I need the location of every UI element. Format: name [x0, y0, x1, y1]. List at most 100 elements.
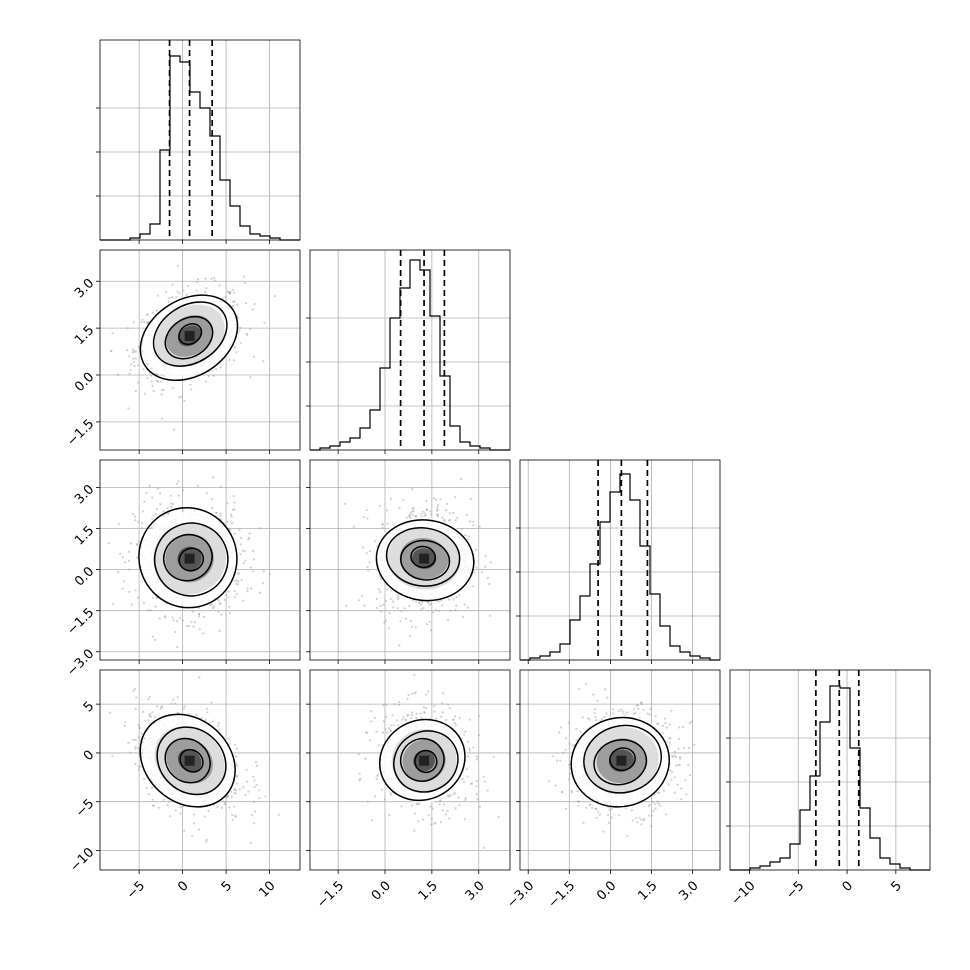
sample-point: [237, 580, 240, 583]
sample-point: [134, 688, 137, 691]
sample-point: [593, 712, 596, 715]
sample-point: [227, 291, 231, 294]
sample-point: [420, 608, 423, 611]
sample-point: [453, 721, 456, 725]
sample-point: [220, 613, 223, 616]
sample-point: [121, 556, 124, 559]
sample-point: [139, 765, 142, 768]
sample-point: [377, 588, 380, 591]
sample-point: [422, 706, 425, 709]
sample-point: [448, 795, 451, 798]
sample-point: [428, 603, 431, 606]
sample-point: [238, 528, 241, 532]
sample-point: [582, 821, 585, 825]
sample-point: [109, 711, 112, 714]
sample-point: [673, 791, 676, 794]
sample-point: [427, 690, 430, 693]
x-tick-label: 5: [888, 878, 904, 894]
sample-point: [129, 751, 132, 754]
sample-point: [263, 321, 266, 324]
sample-point: [171, 616, 174, 619]
sample-point: [192, 822, 196, 825]
sample-point: [134, 519, 137, 522]
sample-point: [205, 838, 208, 842]
sample-point: [198, 676, 201, 679]
sample-point: [242, 599, 245, 602]
sample-point: [210, 603, 213, 607]
sample-point: [359, 778, 362, 781]
density-peak: [616, 755, 627, 766]
sample-point: [200, 717, 203, 720]
sample-point: [217, 722, 220, 725]
x-tick-label: 0: [175, 878, 191, 894]
sample-point: [390, 724, 393, 727]
sample-point: [237, 316, 240, 319]
sample-point: [134, 762, 137, 766]
sample-point: [452, 793, 455, 796]
sample-point: [483, 780, 486, 783]
sample-point: [146, 609, 150, 612]
sample-point: [385, 588, 389, 591]
contour-line-2: [164, 315, 214, 360]
sample-point: [224, 296, 227, 299]
sample-point: [379, 604, 382, 608]
sample-point: [468, 747, 471, 750]
sample-point: [141, 522, 144, 525]
sample-point: [463, 603, 466, 606]
sample-point: [366, 731, 369, 735]
sample-point: [452, 718, 455, 721]
sample-point: [432, 497, 436, 500]
sample-point: [238, 572, 241, 575]
sample-point: [132, 357, 135, 360]
sample-point: [235, 579, 238, 582]
sample-point: [164, 615, 167, 618]
sample-point: [656, 791, 659, 794]
sample-point: [370, 710, 373, 713]
sample-point: [142, 710, 145, 714]
sample-point: [140, 732, 143, 735]
sample-point: [192, 625, 195, 628]
contour-line-2: [162, 533, 213, 582]
sample-point: [441, 702, 444, 705]
contour-line-1: [153, 522, 229, 597]
sample-point: [577, 800, 580, 803]
sample-point: [410, 804, 413, 807]
sample-point: [682, 725, 685, 729]
sample-point: [423, 512, 426, 515]
sample-point: [475, 566, 478, 569]
sample-point: [656, 722, 659, 725]
sample-point: [205, 287, 208, 290]
sample-point: [154, 372, 158, 376]
sample-point: [226, 794, 229, 797]
sample-point: [151, 517, 154, 520]
sample-point: [381, 731, 384, 734]
sample-point: [383, 621, 386, 624]
sample-point: [138, 727, 141, 730]
sample-point: [398, 644, 401, 647]
sample-point: [357, 753, 360, 756]
sample-point: [247, 790, 250, 793]
sample-point: [190, 620, 193, 624]
sample-point: [220, 806, 223, 810]
sample-point: [344, 502, 347, 505]
sample-point: [146, 363, 149, 366]
sample-point: [586, 717, 590, 720]
sample-point: [133, 365, 136, 368]
sample-point: [219, 366, 222, 369]
sample-point: [448, 817, 451, 820]
sample-point: [385, 715, 388, 719]
sample-point: [640, 701, 643, 704]
sample-point: [449, 518, 452, 522]
sample-point: [468, 749, 471, 752]
sample-point: [134, 738, 137, 742]
sample-point: [400, 610, 403, 613]
sample-point: [397, 724, 400, 727]
sample-point: [422, 607, 425, 610]
sample-point: [678, 757, 682, 760]
sample-point: [649, 707, 652, 711]
sample-point: [439, 799, 442, 802]
sample-point: [408, 635, 411, 638]
sample-point: [634, 711, 637, 715]
sample-point: [567, 721, 571, 724]
sample-point: [410, 717, 413, 720]
